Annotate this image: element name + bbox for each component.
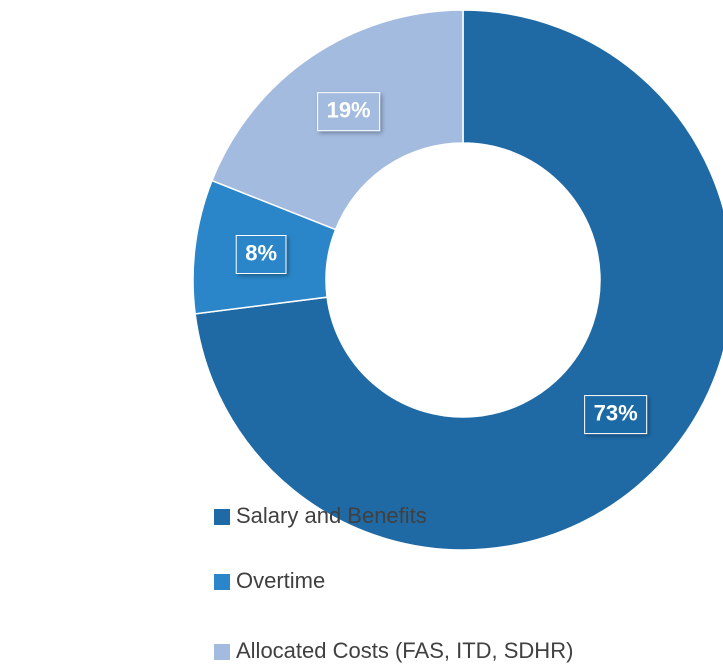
legend-swatch <box>214 509 230 525</box>
legend-label: Salary and Benefits <box>236 503 427 528</box>
value-label-box <box>317 92 381 132</box>
value-label: 73% <box>584 395 648 435</box>
legend-label: Allocated Costs (FAS, ITD, SDHR) <box>236 638 573 663</box>
value-label: 8% <box>235 234 287 274</box>
value-label-text: 73% <box>594 400 638 425</box>
legend-swatch <box>214 644 230 660</box>
value-label-box <box>235 234 287 274</box>
value-label: 19% <box>317 92 381 132</box>
value-label-box <box>584 395 648 435</box>
value-label-text: 19% <box>327 98 371 123</box>
value-label-text: 8% <box>245 240 277 265</box>
legend-swatch <box>214 574 230 590</box>
legend-label: Overtime <box>236 568 325 593</box>
